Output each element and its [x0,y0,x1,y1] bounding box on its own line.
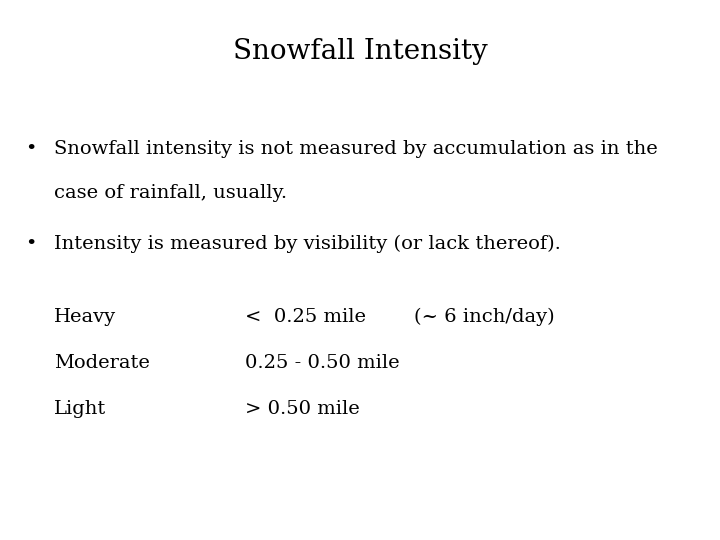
Text: <  0.25 mile: < 0.25 mile [245,308,366,326]
Text: Intensity is measured by visibility (or lack thereof).: Intensity is measured by visibility (or … [54,235,561,253]
Text: Moderate: Moderate [54,354,150,372]
Text: 0.25 - 0.50 mile: 0.25 - 0.50 mile [245,354,400,372]
Text: •: • [25,140,37,158]
Text: •: • [25,235,37,253]
Text: > 0.50 mile: > 0.50 mile [245,400,359,417]
Text: Light: Light [54,400,107,417]
Text: (~ 6 inch/day): (~ 6 inch/day) [414,308,554,326]
Text: Snowfall Intensity: Snowfall Intensity [233,38,487,65]
Text: Heavy: Heavy [54,308,116,326]
Text: case of rainfall, usually.: case of rainfall, usually. [54,184,287,201]
Text: Snowfall intensity is not measured by accumulation as in the: Snowfall intensity is not measured by ac… [54,140,658,158]
